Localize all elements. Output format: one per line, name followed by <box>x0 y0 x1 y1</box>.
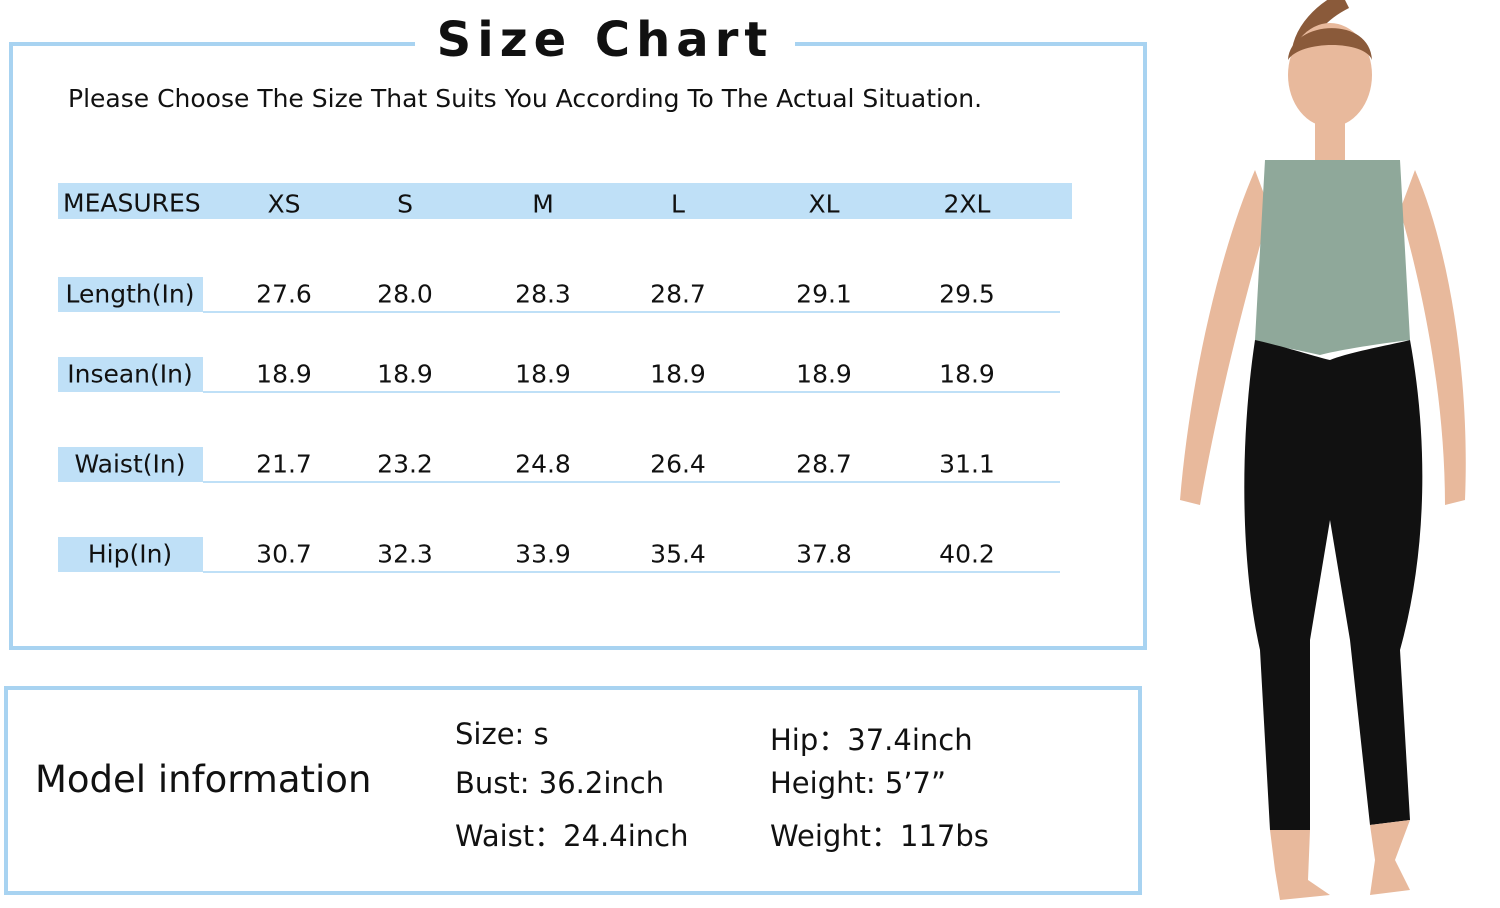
leg-right <box>1370 820 1410 895</box>
row-rule <box>203 391 1060 393</box>
head <box>1288 23 1372 127</box>
model-title: Model information <box>35 758 372 801</box>
row-label-band <box>58 537 203 572</box>
value-cell: 28.7 <box>796 449 852 479</box>
header-cell: S <box>397 189 413 219</box>
value-cell: 29.5 <box>939 279 995 309</box>
value-cell: 30.7 <box>256 539 312 569</box>
leggings <box>1244 340 1423 830</box>
value-cell: 18.9 <box>939 359 995 389</box>
row-rule <box>203 571 1060 573</box>
row-label: Length(In) <box>65 279 195 309</box>
header-cell: XS <box>267 189 301 219</box>
value-cell: 35.4 <box>650 539 706 569</box>
leg-left <box>1270 830 1330 900</box>
model-detail: Bust: 36.2inch <box>455 766 665 800</box>
value-cell: 31.1 <box>939 449 995 479</box>
subtitle: Please Choose The Size That Suits You Ac… <box>68 84 983 113</box>
value-cell: 27.6 <box>256 279 312 309</box>
model-detail: Weight：117bs <box>770 819 989 853</box>
arm-left <box>1180 170 1270 505</box>
row-label: Insean(In) <box>67 359 193 389</box>
value-cell: 28.3 <box>515 279 571 309</box>
header-cell: M <box>532 189 554 219</box>
value-cell: 24.8 <box>515 449 571 479</box>
model-detail: Hip：37.4inch <box>770 723 973 757</box>
value-cell: 29.1 <box>796 279 852 309</box>
model-frame <box>4 686 1142 895</box>
value-cell: 28.7 <box>650 279 706 309</box>
value-cell: 18.9 <box>796 359 852 389</box>
model-detail: Size: s <box>455 717 549 751</box>
header-cell: MEASURES <box>63 188 201 218</box>
tank-top <box>1255 160 1410 355</box>
model-photo <box>1180 0 1466 900</box>
header-cell: 2XL <box>943 189 991 219</box>
value-cell: 18.9 <box>256 359 312 389</box>
header-cell: XL <box>808 189 840 219</box>
model-detail: Waist：24.4inch <box>455 819 689 853</box>
header-cell: L <box>671 189 685 219</box>
row-label-band <box>58 277 203 312</box>
row-rule <box>203 481 1060 483</box>
header-band <box>58 183 1072 219</box>
value-cell: 28.0 <box>377 279 433 309</box>
row-label: Waist(In) <box>74 449 186 479</box>
value-cell: 23.2 <box>377 449 433 479</box>
row-label-band <box>58 357 203 392</box>
neck <box>1315 120 1345 160</box>
value-cell: 32.3 <box>377 539 433 569</box>
hair <box>1288 28 1372 60</box>
value-cell: 37.8 <box>796 539 852 569</box>
value-cell: 40.2 <box>939 539 995 569</box>
value-cell: 26.4 <box>650 449 706 479</box>
model-detail: Height: 5’7” <box>770 766 946 800</box>
value-cell: 21.7 <box>256 449 312 479</box>
value-cell: 18.9 <box>650 359 706 389</box>
row-label: Hip(In) <box>87 539 173 569</box>
arm-right <box>1400 170 1466 505</box>
value-cell: 33.9 <box>515 539 571 569</box>
row-rule <box>203 311 1060 313</box>
row-label-band <box>58 447 203 482</box>
value-cell: 18.9 <box>515 359 571 389</box>
value-cell: 18.9 <box>377 359 433 389</box>
title: Size Chart <box>415 12 795 68</box>
